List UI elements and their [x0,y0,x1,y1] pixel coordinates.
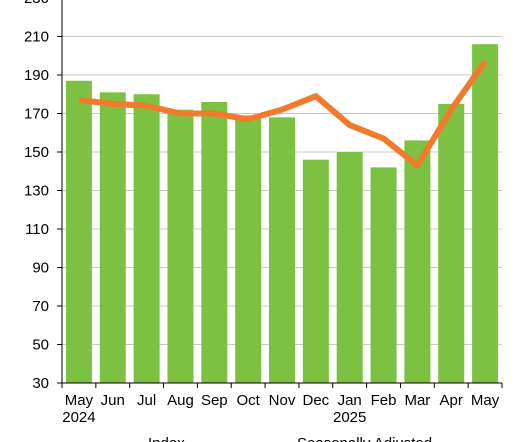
y-tick-label: 190 [24,67,49,84]
bar [404,140,431,383]
y-tick-labels: 30 50 70 90 110 130 150 170 190 210 230 [24,0,49,392]
x-tick-label: Sep [201,392,228,409]
x-tick-label: May [471,392,500,409]
x-year-label: 2025 [333,409,366,426]
bar [235,115,262,384]
bar [370,167,397,383]
x-tick-label: Jun [101,392,125,409]
x-tick-label: Dec [303,392,330,409]
x-tick-label: Feb [371,392,397,409]
bar [201,101,228,383]
line-point [179,113,181,114]
line-point [78,99,80,101]
x-tick-labels: May Jun Jul Aug Sep Oct Nov Dec Jan Feb Mar Apr May2… [62,392,500,426]
y-tick-label: 70 [32,298,49,315]
x-year-label: 2024 [62,409,95,426]
bar [438,103,465,383]
line-point [315,95,317,97]
bar [65,80,92,384]
y-tick-label: 130 [24,183,49,200]
line-point [112,103,114,105]
x-tick-label: Jan [338,392,362,409]
line-point [416,164,418,166]
bar [99,92,126,383]
bars [65,44,499,384]
bar [302,159,329,383]
legend: Index Seasonally Adjusted [148,435,432,442]
line-point [383,138,385,140]
line-point [450,109,452,111]
y-tick-label: 230 [24,0,49,7]
bar [472,44,499,383]
y-tick-label: 30 [32,375,49,392]
x-tick-label: May [65,392,94,409]
line-point [281,109,283,111]
bar [133,94,160,383]
x-tick-label: Apr [440,392,463,409]
line-point [213,113,215,114]
line-series [78,59,488,169]
line-point [146,105,148,107]
y-tick-label: 110 [25,221,49,238]
x-tick-label: Aug [167,392,194,409]
bar [167,109,194,384]
x-tick-label: Oct [236,392,260,409]
bar [336,152,363,383]
legend-label: Index [148,435,185,442]
line-point [484,61,486,63]
y-tick-label: 50 [32,337,49,354]
legend-label: Seasonally Adjusted [297,435,432,442]
x-tick-label: Mar [404,392,430,409]
x-tick-label: Nov [269,392,296,409]
y-tick-label: 90 [32,260,49,277]
line-point [349,124,351,126]
bar [269,117,295,383]
x-tick-label: Jul [137,392,156,409]
y-tick-label: 210 [24,29,49,46]
axes [61,0,503,388]
y-tick-label: 170 [24,106,49,123]
line-point [247,118,249,120]
y-tick-label: 150 [24,144,49,161]
